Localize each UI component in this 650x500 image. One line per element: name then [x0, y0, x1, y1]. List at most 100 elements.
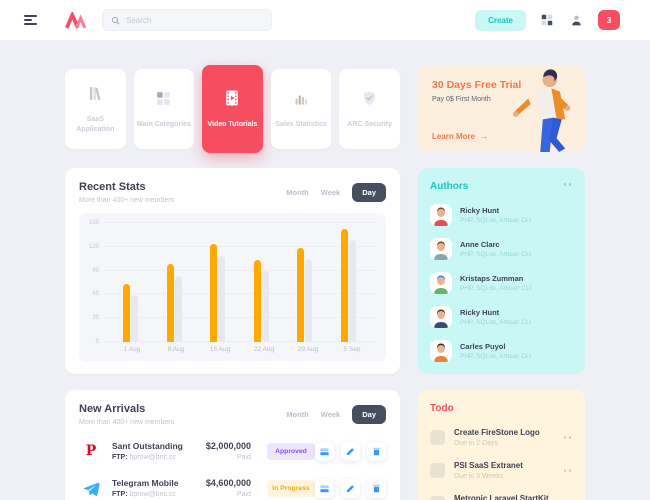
search-input[interactable]	[126, 15, 263, 25]
amount-note: Paid	[236, 491, 251, 498]
filter-day[interactable]: Day	[352, 405, 386, 424]
bar-previous	[348, 239, 356, 342]
x-tick-label: 22 Aug	[253, 346, 275, 353]
learn-more-link[interactable]: Learn More →	[432, 132, 488, 141]
todo-item-title: Create FireStone Logo	[454, 428, 540, 437]
bar-previous	[131, 295, 138, 342]
filter-week[interactable]: Week	[320, 188, 341, 197]
gridline	[106, 317, 376, 319]
author-name: Ricky Hunt	[460, 206, 500, 215]
bar-current	[340, 228, 348, 342]
author-avatar	[430, 306, 452, 328]
category-cards: SaaS Application Main Categories Video T…	[65, 65, 400, 153]
x-tick-label: 29 Aug	[297, 346, 319, 353]
y-tick-label: 30	[92, 315, 99, 322]
view-button[interactable]	[315, 478, 334, 498]
category-label: Main Categories	[136, 120, 191, 128]
telegram-icon	[79, 476, 103, 500]
bar-group	[332, 223, 368, 342]
edit-icon	[347, 484, 354, 492]
app-name: Telegram Mobile	[112, 478, 179, 488]
bar-current	[253, 259, 261, 342]
view-button[interactable]	[315, 441, 334, 461]
filter-month[interactable]: Month	[286, 410, 309, 419]
author-item[interactable]: Ricky Hunt PHP, SQLite, Artisan CLI	[430, 306, 573, 328]
new-arrivals-card: New Arrivals More than 400+ new members …	[65, 390, 400, 500]
ftp-label: FTP:	[112, 491, 128, 498]
y-tick-label: 90	[92, 267, 99, 274]
search-icon	[111, 16, 120, 24]
todo-card: Todo Create FireStone Logo Due in 2 Days…	[418, 390, 585, 500]
author-item[interactable]: Anne Clarc PHP, SQLite, Artisan CLI	[430, 238, 573, 260]
search-bar[interactable]	[102, 9, 272, 31]
filter-month[interactable]: Month	[286, 188, 309, 197]
new-arrivals-subtitle: More than 400+ new members	[79, 419, 175, 426]
category-label: Video Tutorials	[207, 121, 258, 129]
author-name: Anne Clarc	[460, 240, 500, 249]
app-logo[interactable]	[64, 11, 88, 29]
arrival-row: Telegram Mobile FTP: bprow@bnc.cc $4,600…	[79, 476, 386, 500]
category-card[interactable]: ARC Security	[339, 69, 400, 149]
edit-button[interactable]	[341, 478, 360, 498]
edit-button[interactable]	[341, 441, 360, 461]
trash-icon	[373, 447, 380, 455]
todo-menu-dots-icon[interactable]	[562, 467, 574, 474]
category-card[interactable]: SaaS Application	[65, 69, 126, 149]
category-card[interactable]: Sales Statistics	[270, 69, 332, 149]
author-name: Ricky Hunt	[460, 308, 500, 317]
author-skills: PHP, SQLite, Artisan CLI	[460, 319, 532, 326]
x-tick-label: 5 Sep	[343, 346, 361, 353]
category-card[interactable]: Main Categories	[133, 69, 195, 149]
todo-item: Create FireStone Logo Due in 2 Days	[430, 428, 573, 447]
y-tick-label: 60	[92, 291, 99, 298]
notification-button[interactable]: 3	[598, 10, 620, 30]
user-icon	[572, 15, 581, 25]
stats-filters: Month Week Day	[286, 183, 386, 202]
gridline	[106, 293, 376, 295]
todo-title: Todo	[430, 403, 454, 414]
trial-subtitle: Pay 0$ First Month	[432, 96, 491, 103]
user-button[interactable]	[568, 12, 585, 29]
author-item[interactable]: Ricky Hunt PHP, SQLite, Artisan CLI	[430, 204, 573, 226]
delete-button[interactable]	[367, 478, 386, 498]
todo-menu-dots-icon[interactable]	[562, 434, 574, 441]
author-item[interactable]: Carles Puyol PHP, SQLite, Artisan CLI	[430, 340, 573, 362]
create-button[interactable]: Create	[475, 9, 526, 31]
bar-previous	[305, 258, 313, 342]
view-icon	[320, 484, 329, 492]
todo-checkbox[interactable]	[430, 463, 445, 478]
filter-week[interactable]: Week	[320, 410, 341, 419]
view-icon	[320, 447, 329, 455]
y-tick-label: 120	[88, 243, 99, 250]
bar-previous	[218, 255, 226, 342]
authors-menu-dots-icon[interactable]	[562, 181, 574, 188]
delete-button[interactable]	[367, 441, 386, 461]
menu-icon[interactable]	[24, 14, 40, 26]
top-navbar: Create 3	[0, 0, 650, 40]
bar-group	[288, 223, 324, 342]
recent-stats-head: Recent Stats More than 400+ new members …	[79, 181, 386, 204]
category-label: ARC Security	[347, 120, 393, 128]
trial-title: 30 Days Free Trial	[432, 79, 522, 91]
filter-day[interactable]: Day	[352, 183, 386, 202]
category-card[interactable]: Video Tutorials	[202, 65, 263, 153]
todo-item: Metronic Laravel StartKit Due in 5 Hours	[430, 494, 573, 500]
bar-previous	[174, 276, 182, 342]
author-item[interactable]: Kristaps Zumman PHP, SQLite, Artisan CLI	[430, 272, 573, 294]
bar-chart: 0 30 60 90 120 150 1 Aug 8 Aug 15 Aug 22 Aug 29 A…	[79, 213, 386, 361]
new-arrivals-head: New Arrivals More than 400+ new members …	[79, 403, 386, 426]
todo-checkbox[interactable]	[430, 430, 445, 445]
apps-grid-button[interactable]	[539, 12, 555, 28]
amount: $2,000,000	[205, 441, 251, 451]
chart-bars	[106, 223, 376, 342]
recent-stats-card: Recent Stats More than 400+ new members …	[65, 168, 400, 374]
film-icon	[222, 88, 242, 113]
todo-checkbox[interactable]	[430, 496, 445, 500]
status-badge: Approved	[266, 442, 315, 460]
app-name: Sant Outstanding	[112, 441, 183, 451]
logo-icon	[65, 11, 87, 29]
bar-group	[201, 223, 237, 342]
x-tick-label: 15 Aug	[209, 346, 231, 353]
author-avatar	[430, 204, 452, 226]
arrivals-list: P Sant Outstanding FTP: bprow@bnc.cc $2,…	[79, 426, 386, 500]
